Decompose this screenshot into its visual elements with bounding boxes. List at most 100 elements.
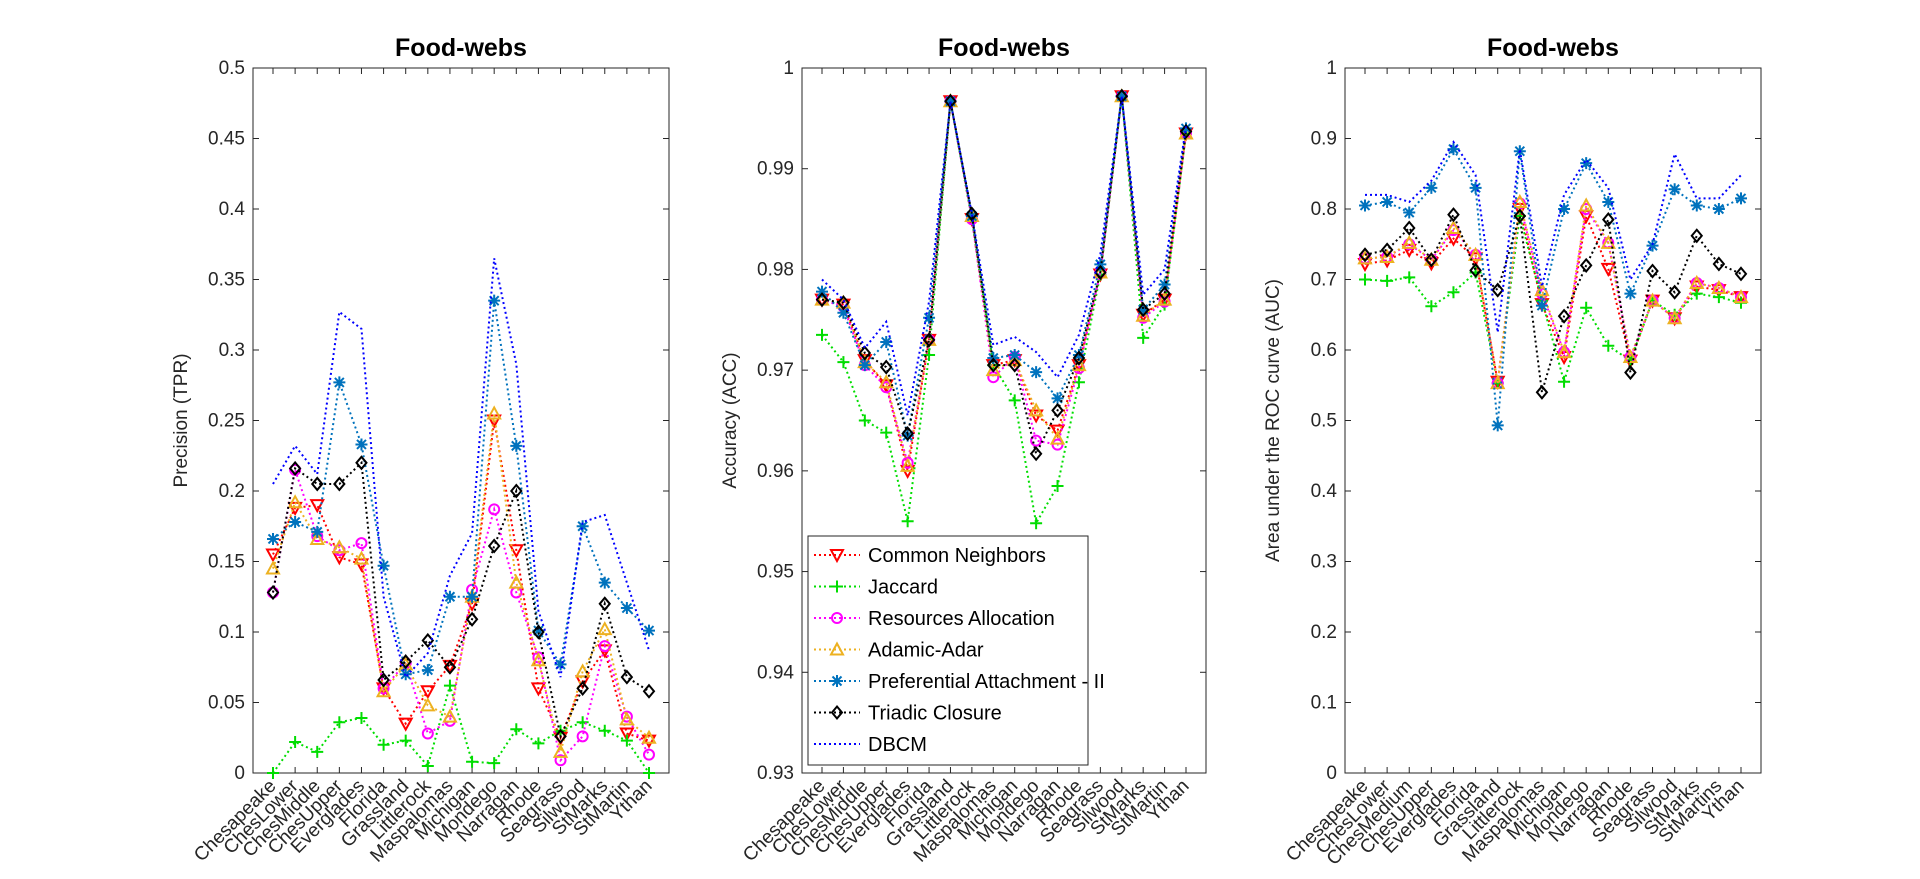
data-point-triadic-closure	[837, 295, 850, 311]
y-tick-label: 0	[234, 763, 245, 784]
data-point-adamic-adar	[597, 621, 613, 636]
data-point-triadic-closure	[399, 654, 413, 670]
series-jaccard	[267, 679, 655, 779]
data-point-adamic-adar	[420, 697, 436, 712]
data-point-jaccard	[1030, 517, 1043, 530]
data-point-preferential-attachment-ii	[923, 311, 936, 324]
legend-entry-dbcm: DBCM	[814, 734, 927, 756]
data-point-triadic-closure	[1601, 212, 1615, 228]
data-point-adamic-adar	[899, 457, 916, 472]
data-point-triadic-closure	[443, 659, 457, 675]
y-tick-label: 0.3	[219, 340, 245, 361]
data-point-triadic-closure	[333, 476, 346, 492]
legend-label: Triadic Closure	[868, 703, 1002, 725]
data-point-jaccard	[289, 735, 302, 748]
data-point-triadic-closure	[509, 483, 523, 499]
data-point-preferential-attachment-ii	[858, 359, 871, 372]
axes-3: 00.10.20.30.40.50.60.70.80.91ChesapeakeC…	[1263, 34, 1762, 870]
data-point-jaccard	[1447, 286, 1460, 299]
data-point-jaccard	[1359, 273, 1371, 286]
data-point-triadic-closure	[1158, 286, 1171, 302]
data-point-jaccard	[1403, 271, 1416, 284]
series-line-common-neighbors	[1364, 208, 1742, 382]
data-point-preferential-attachment-ii	[1381, 195, 1394, 208]
legend-marker	[831, 580, 843, 593]
data-point-triadic-closure	[620, 669, 634, 685]
data-point-triadic-closure	[1072, 350, 1086, 366]
data-point-common-neighbors	[1401, 243, 1417, 258]
data-point-preferential-attachment-ii	[576, 520, 589, 533]
data-point-triadic-closure	[355, 455, 368, 471]
data-point-adamic-adar	[1028, 402, 1044, 417]
data-point-resources-allocation	[355, 537, 368, 550]
data-point-preferential-attachment-ii	[1008, 349, 1021, 362]
data-point-adamic-adar	[309, 530, 325, 545]
y-tick-label: 0.94	[757, 662, 794, 683]
data-point-preferential-attachment-ii	[1558, 203, 1571, 215]
data-point-preferential-attachment-ii	[267, 532, 279, 545]
data-point-triadic-closure	[1469, 262, 1482, 278]
data-point-preferential-attachment-ii	[443, 590, 456, 603]
data-point-jaccard	[311, 745, 324, 758]
y-tick-label: 0.8	[1311, 199, 1337, 220]
y-tick-label: 0.05	[208, 693, 245, 714]
data-point-jaccard	[1580, 301, 1593, 314]
data-point-adamic-adar	[552, 743, 569, 758]
data-point-adamic-adar	[1644, 292, 1661, 307]
data-point-preferential-attachment-ii	[1030, 366, 1043, 379]
data-point-common-neighbors	[1049, 424, 1066, 439]
data-point-preferential-attachment-ii	[488, 294, 501, 307]
data-point-jaccard	[510, 723, 523, 736]
data-point-common-neighbors	[508, 544, 524, 559]
data-point-preferential-attachment-ii	[1624, 287, 1637, 300]
data-point-triadic-closure	[1491, 282, 1505, 298]
data-point-adamic-adar	[619, 711, 635, 726]
legend-marker	[830, 704, 844, 721]
data-point-preferential-attachment-ii	[1137, 303, 1150, 316]
data-point-preferential-attachment-ii	[1115, 90, 1128, 103]
legend-marker	[831, 612, 843, 624]
data-point-triadic-closure	[1029, 446, 1043, 462]
data-point-preferential-attachment-ii	[1491, 419, 1504, 432]
y-tick-label: 0.45	[208, 129, 245, 150]
chart-title: Food-webs	[395, 34, 527, 62]
data-point-common-neighbors	[530, 682, 547, 697]
axes-1: 00.050.10.150.20.250.30.350.40.450.5Ches…	[171, 34, 670, 867]
y-tick-label: 0.9	[1311, 129, 1337, 150]
data-point-adamic-adar	[1401, 234, 1417, 249]
data-point-triadic-closure	[377, 672, 390, 688]
data-point-triadic-closure	[1447, 207, 1460, 223]
y-tick-label: 0.5	[219, 58, 245, 79]
data-point-preferential-attachment-ii	[510, 439, 523, 452]
data-point-triadic-closure	[986, 357, 1000, 373]
data-point-triadic-closure	[1179, 123, 1193, 140]
data-point-adamic-adar	[1689, 274, 1705, 290]
data-point-adamic-adar	[442, 708, 458, 723]
data-point-triadic-closure	[487, 538, 501, 554]
data-point-preferential-attachment-ii	[1051, 392, 1064, 405]
data-point-triadic-closure	[1624, 364, 1637, 381]
data-point-triadic-closure	[1579, 257, 1593, 273]
series-line-dbcm	[1365, 140, 1742, 333]
y-tick-label: 0.95	[757, 562, 794, 583]
data-point-triadic-closure	[576, 680, 589, 696]
data-point-triadic-closure	[1094, 264, 1107, 281]
data-point-common-neighbors	[265, 548, 281, 563]
data-point-resources-allocation	[421, 727, 434, 740]
data-point-jaccard	[880, 426, 893, 439]
data-point-jaccard	[816, 328, 828, 341]
data-point-preferential-attachment-ii	[311, 525, 324, 538]
data-point-jaccard	[532, 737, 545, 750]
data-point-jaccard	[1051, 479, 1064, 492]
data-point-adamic-adar	[1512, 193, 1528, 208]
data-point-common-neighbors	[398, 717, 414, 732]
data-point-jaccard	[1425, 300, 1438, 313]
data-point-jaccard	[1602, 339, 1615, 352]
data-point-adamic-adar	[375, 683, 392, 698]
legend-entry-common-neighbors: Common Neighbors	[814, 545, 1046, 567]
y-tick-label: 0.5	[1311, 411, 1337, 432]
data-point-preferential-attachment-ii	[377, 559, 390, 572]
series-line-dbcm	[272, 258, 650, 680]
data-point-triadic-closure	[1557, 308, 1571, 324]
